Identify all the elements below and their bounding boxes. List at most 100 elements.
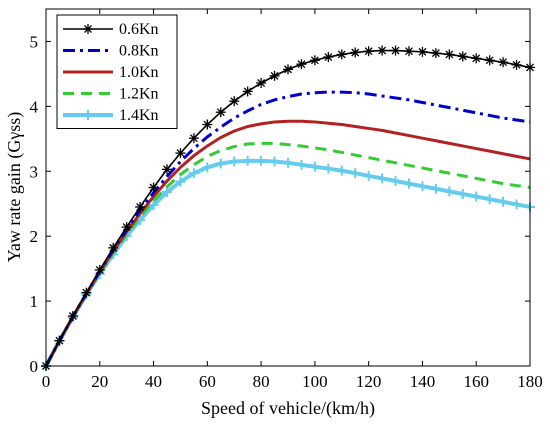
series-line bbox=[44, 90, 531, 367]
data-point bbox=[229, 96, 240, 107]
y-tick-label: 1 bbox=[30, 292, 39, 311]
legend-label: 1.0Kn bbox=[119, 64, 159, 81]
data-point bbox=[377, 173, 388, 184]
data-point bbox=[390, 45, 401, 56]
data-point bbox=[377, 45, 388, 56]
data-point bbox=[350, 168, 361, 179]
data-point bbox=[215, 107, 226, 118]
x-tick-label: 100 bbox=[302, 372, 328, 391]
legend-item: 1.0Kn bbox=[63, 64, 159, 81]
data-point bbox=[148, 182, 159, 193]
series-line bbox=[44, 158, 531, 367]
y-tick-label: 0 bbox=[30, 357, 39, 376]
data-point bbox=[350, 47, 361, 58]
data-point bbox=[202, 162, 213, 173]
y-tick-label: 2 bbox=[30, 227, 39, 246]
data-point bbox=[498, 196, 509, 207]
data-point bbox=[511, 199, 522, 210]
data-point bbox=[135, 201, 146, 212]
y-tick-label: 3 bbox=[30, 162, 39, 181]
data-point bbox=[269, 156, 280, 167]
x-tick-label: 180 bbox=[517, 372, 543, 391]
x-tick-label: 160 bbox=[463, 372, 489, 391]
plot-series bbox=[41, 45, 535, 371]
data-point bbox=[471, 191, 482, 202]
x-tick-label: 20 bbox=[91, 372, 108, 391]
series-0.6Kn bbox=[41, 45, 535, 371]
data-point bbox=[336, 165, 347, 176]
data-point bbox=[188, 133, 199, 144]
data-point bbox=[296, 159, 307, 170]
legend-marker bbox=[83, 24, 93, 34]
data-point bbox=[444, 49, 455, 60]
y-tick-label: 5 bbox=[30, 32, 39, 51]
data-point bbox=[417, 181, 428, 192]
data-point bbox=[175, 148, 186, 159]
data-point bbox=[229, 156, 240, 167]
data-point bbox=[484, 194, 495, 205]
data-point bbox=[323, 163, 334, 174]
legend-marker bbox=[83, 110, 93, 120]
axes: 0 20 40 60 80 100 120 140 160 180 0 1 2 3 4 5 bbox=[30, 9, 543, 391]
x-tick-label: 0 bbox=[42, 372, 51, 391]
data-point bbox=[256, 155, 267, 166]
legend-label: 1.4Kn bbox=[119, 107, 159, 124]
data-point bbox=[283, 157, 293, 168]
data-point bbox=[94, 264, 105, 275]
data-point bbox=[67, 311, 78, 322]
data-point bbox=[242, 155, 253, 166]
legend: 0.6Kn 0.8Kn 1.0Kn 1.2Kn 1.4Kn bbox=[56, 14, 178, 129]
data-point bbox=[162, 187, 172, 198]
data-point bbox=[283, 64, 293, 75]
data-point bbox=[162, 164, 172, 175]
legend-item: 0.8Kn bbox=[63, 43, 159, 60]
x-axis-label: Speed of vehicle/(km/h) bbox=[201, 398, 375, 419]
x-tick-label: 40 bbox=[145, 372, 162, 391]
data-point bbox=[309, 55, 320, 66]
data-point bbox=[390, 176, 401, 187]
data-point bbox=[363, 46, 374, 57]
data-point bbox=[457, 51, 468, 62]
y-axis-label: Yaw rate gain (Gγss) bbox=[4, 112, 25, 263]
data-point bbox=[188, 168, 199, 179]
data-point bbox=[417, 46, 428, 57]
legend-item: 0.6Kn bbox=[63, 21, 159, 38]
data-point bbox=[363, 170, 374, 181]
series-0.8Kn bbox=[44, 90, 531, 367]
data-point bbox=[81, 287, 92, 298]
data-point bbox=[175, 176, 186, 187]
data-point bbox=[242, 86, 253, 97]
legend-label: 1.2Kn bbox=[119, 86, 159, 103]
data-point bbox=[148, 200, 159, 211]
data-point bbox=[457, 188, 468, 199]
data-point bbox=[511, 59, 522, 70]
data-point bbox=[269, 70, 280, 81]
data-point bbox=[54, 335, 65, 346]
data-point bbox=[215, 158, 226, 169]
series-1.2Kn bbox=[44, 141, 531, 367]
x-tick-label: 60 bbox=[199, 372, 216, 391]
series-1.4Kn bbox=[41, 155, 535, 371]
data-point bbox=[108, 242, 119, 253]
x-tick-label: 140 bbox=[410, 372, 436, 391]
data-point bbox=[121, 222, 132, 233]
data-point bbox=[471, 53, 482, 64]
series-line bbox=[44, 141, 531, 367]
data-point bbox=[430, 183, 441, 194]
data-point bbox=[430, 48, 441, 59]
data-point bbox=[484, 55, 495, 66]
data-point bbox=[323, 52, 334, 63]
legend-label: 0.8Kn bbox=[119, 43, 159, 60]
data-point bbox=[256, 77, 267, 88]
data-point bbox=[404, 46, 414, 57]
data-point bbox=[404, 178, 414, 189]
x-tick-label: 80 bbox=[253, 372, 270, 391]
x-tick-label: 120 bbox=[356, 372, 382, 391]
data-point bbox=[498, 57, 509, 68]
data-point bbox=[202, 119, 213, 130]
y-tick-label: 4 bbox=[30, 97, 39, 116]
legend-item: 1.2Kn bbox=[63, 86, 159, 103]
data-point bbox=[336, 49, 347, 60]
data-point bbox=[296, 59, 307, 70]
